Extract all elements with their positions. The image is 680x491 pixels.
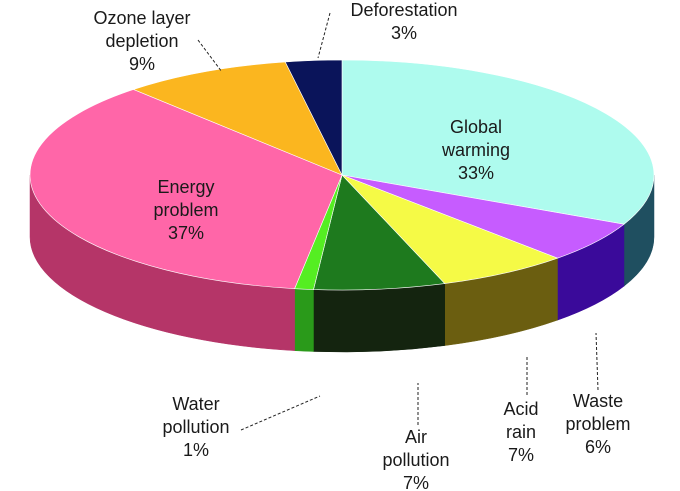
slice-label: Air pollution 7% — [382, 427, 449, 491]
slice-label: Water pollution 1% — [162, 394, 229, 460]
pie-slice-side — [294, 288, 314, 352]
slice-label: Ozone layer depletion 9% — [93, 8, 190, 74]
slice-name-label: Deforestation — [350, 0, 457, 20]
leader-line — [595, 332, 599, 391]
slice-name-label: warming — [441, 140, 510, 160]
leader-line — [317, 12, 331, 59]
slice-value-label: 7% — [403, 473, 429, 491]
slice-name-label: pollution — [162, 417, 229, 437]
slice-value-label: 1% — [183, 440, 209, 460]
slice-value-label: 6% — [585, 437, 611, 457]
slice-value-label: 9% — [129, 54, 155, 74]
pie-slice — [132, 61, 343, 176]
slice-name-label: Ozone layer — [93, 8, 190, 28]
slice-name-label: Air — [405, 427, 427, 447]
leader-line — [197, 39, 223, 73]
pie-side-walls — [29, 174, 655, 353]
pie-slice — [313, 174, 446, 291]
slice-label: Waste problem 6% — [565, 391, 630, 457]
slice-label: Deforestation 3% — [350, 0, 457, 43]
slice-name-label: problem — [565, 414, 630, 434]
slice-name-label: Acid — [503, 399, 538, 419]
pie-labels: Global warming 33% Waste problem 6% Acid rain 7%… — [93, 0, 630, 491]
slice-value-label: 7% — [508, 445, 534, 465]
pie-slice-side — [313, 283, 445, 353]
slice-name-label: Global — [450, 117, 502, 137]
slice-label: Acid rain 7% — [503, 399, 538, 465]
slice-name-label: rain — [506, 422, 536, 442]
slice-name-label: Water — [172, 394, 219, 414]
pie-slice — [341, 174, 559, 284]
pie-slice — [341, 59, 655, 225]
slice-name-label: problem — [153, 200, 218, 220]
slice-name-label: depletion — [105, 31, 178, 51]
slice-label: Global warming 33% — [441, 117, 510, 183]
pie-slice — [284, 59, 343, 176]
leader-line — [240, 395, 321, 431]
slice-name-label: Energy — [157, 177, 214, 197]
slice-name-label: Waste — [573, 391, 623, 411]
slice-value-label: 33% — [458, 163, 494, 183]
slice-name-label: pollution — [382, 450, 449, 470]
pie-slice — [29, 89, 343, 289]
slice-value-label: 37% — [168, 223, 204, 243]
slice-value-label: 3% — [391, 23, 417, 43]
pie-top — [29, 59, 655, 291]
slice-label: Energy problem 37% — [153, 177, 218, 243]
